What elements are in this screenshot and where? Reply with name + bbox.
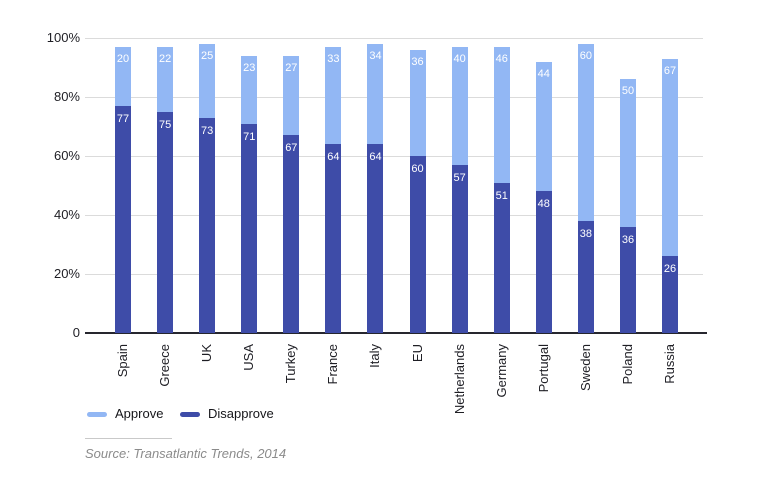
- bar-segment-disapprove: [325, 144, 342, 333]
- bar-segment-approve: [409, 49, 426, 156]
- disapprove-value-label: 71: [243, 130, 256, 143]
- approve-value-label: 36: [411, 55, 424, 68]
- bar-segment-approve: [115, 46, 131, 106]
- disapprove-value-label: 38: [579, 227, 592, 240]
- source-caption: Source: Transatlantic Trends, 2014: [85, 446, 287, 461]
- bar-segment-disapprove: [619, 226, 636, 333]
- bar-segment-approve: [535, 61, 552, 192]
- x-axis-category-label: Germany: [493, 344, 509, 398]
- disapprove-value-label: 64: [327, 151, 340, 164]
- y-axis-tick-label: 100%: [46, 30, 80, 45]
- bar-segment-approve: [199, 43, 216, 118]
- disapprove-value-label: 73: [201, 124, 214, 137]
- gridline: [85, 97, 703, 98]
- bar-segment-approve: [157, 46, 174, 112]
- x-axis-line: [85, 332, 707, 334]
- y-axis-tick-label: 0: [72, 325, 80, 340]
- gridline: [85, 215, 703, 216]
- legend-swatch-approve: [87, 412, 107, 417]
- gridline: [85, 38, 703, 39]
- approve-value-label: 44: [537, 67, 550, 80]
- disapprove-value-label: 36: [621, 233, 635, 246]
- y-axis-tick-label: 40%: [53, 207, 80, 222]
- x-axis-category-label: EU: [409, 344, 425, 363]
- bar-segment-approve: [325, 46, 342, 145]
- approve-value-label: 60: [579, 49, 592, 62]
- disapprove-value-label: 77: [116, 112, 130, 125]
- approve-value-label: 20: [116, 52, 130, 65]
- bar-segment-approve: [283, 55, 300, 136]
- bar-segment-disapprove: [535, 191, 552, 333]
- bar-segment-disapprove: [115, 105, 131, 333]
- bar-segment-disapprove: [157, 111, 174, 333]
- approve-value-label: 67: [663, 64, 677, 77]
- disapprove-value-label: 57: [453, 171, 466, 184]
- approve-value-label: 27: [285, 61, 298, 74]
- bar-segment-disapprove: [241, 123, 258, 333]
- bar-segment-approve: [577, 43, 594, 221]
- bar-segment-approve: [493, 46, 510, 183]
- bar-segment-disapprove: [367, 144, 384, 333]
- approve-value-label: 25: [201, 49, 214, 62]
- gridline: [85, 274, 703, 275]
- approve-value-label: 23: [243, 61, 256, 74]
- disapprove-value-label: 64: [369, 151, 382, 164]
- source-divider: [85, 438, 172, 439]
- approve-value-label: 33: [327, 52, 340, 65]
- legend-label-approve: Approve: [115, 406, 164, 421]
- y-axis-tick-label: 80%: [53, 89, 80, 104]
- bar-segment-approve: [241, 55, 258, 124]
- y-axis-tick-label: 60%: [53, 148, 80, 163]
- bar-segment-approve: [662, 58, 679, 257]
- bar-segment-disapprove: [493, 182, 510, 333]
- legend-label-disapprove: Disapprove: [208, 406, 274, 421]
- bar-segment-disapprove: [662, 256, 679, 333]
- approve-value-label: 40: [453, 52, 466, 65]
- approve-value-label: 50: [621, 85, 635, 98]
- disapprove-value-label: 48: [537, 198, 550, 211]
- disapprove-value-label: 51: [495, 189, 508, 202]
- disapprove-value-label: 67: [285, 142, 298, 155]
- bar-segment-disapprove: [199, 117, 216, 333]
- x-axis-category-label: Netherlands: [451, 344, 467, 415]
- gridline: [85, 156, 703, 157]
- bar-segment-approve: [451, 46, 468, 165]
- bar-segment-disapprove: [283, 135, 300, 333]
- approve-value-label: 22: [158, 52, 172, 65]
- x-axis-category-label: Portugal: [535, 344, 551, 393]
- y-axis-tick-label: 20%: [53, 266, 80, 281]
- legend-swatch-disapprove: [180, 412, 200, 417]
- approve-value-label: 34: [369, 49, 382, 62]
- bar-segment-disapprove: [409, 156, 426, 333]
- disapprove-value-label: 75: [158, 118, 172, 131]
- x-axis-category-label: Italy: [367, 344, 383, 368]
- disapprove-value-label: 26: [663, 263, 677, 276]
- x-axis-category-label: France: [325, 344, 341, 385]
- x-axis-category-label: Turkey: [283, 344, 299, 384]
- x-axis-category-label: Poland: [619, 344, 635, 385]
- disapprove-value-label: 60: [411, 163, 424, 175]
- approve-value-label: 46: [495, 52, 508, 65]
- x-axis-category-label: Russia: [662, 344, 678, 384]
- x-axis-category-label: Sweden: [577, 344, 593, 391]
- bar-segment-approve: [619, 79, 636, 227]
- bar-segment-disapprove: [577, 220, 594, 333]
- bar-segment-approve: [367, 43, 384, 145]
- bar-segment-disapprove: [451, 164, 468, 333]
